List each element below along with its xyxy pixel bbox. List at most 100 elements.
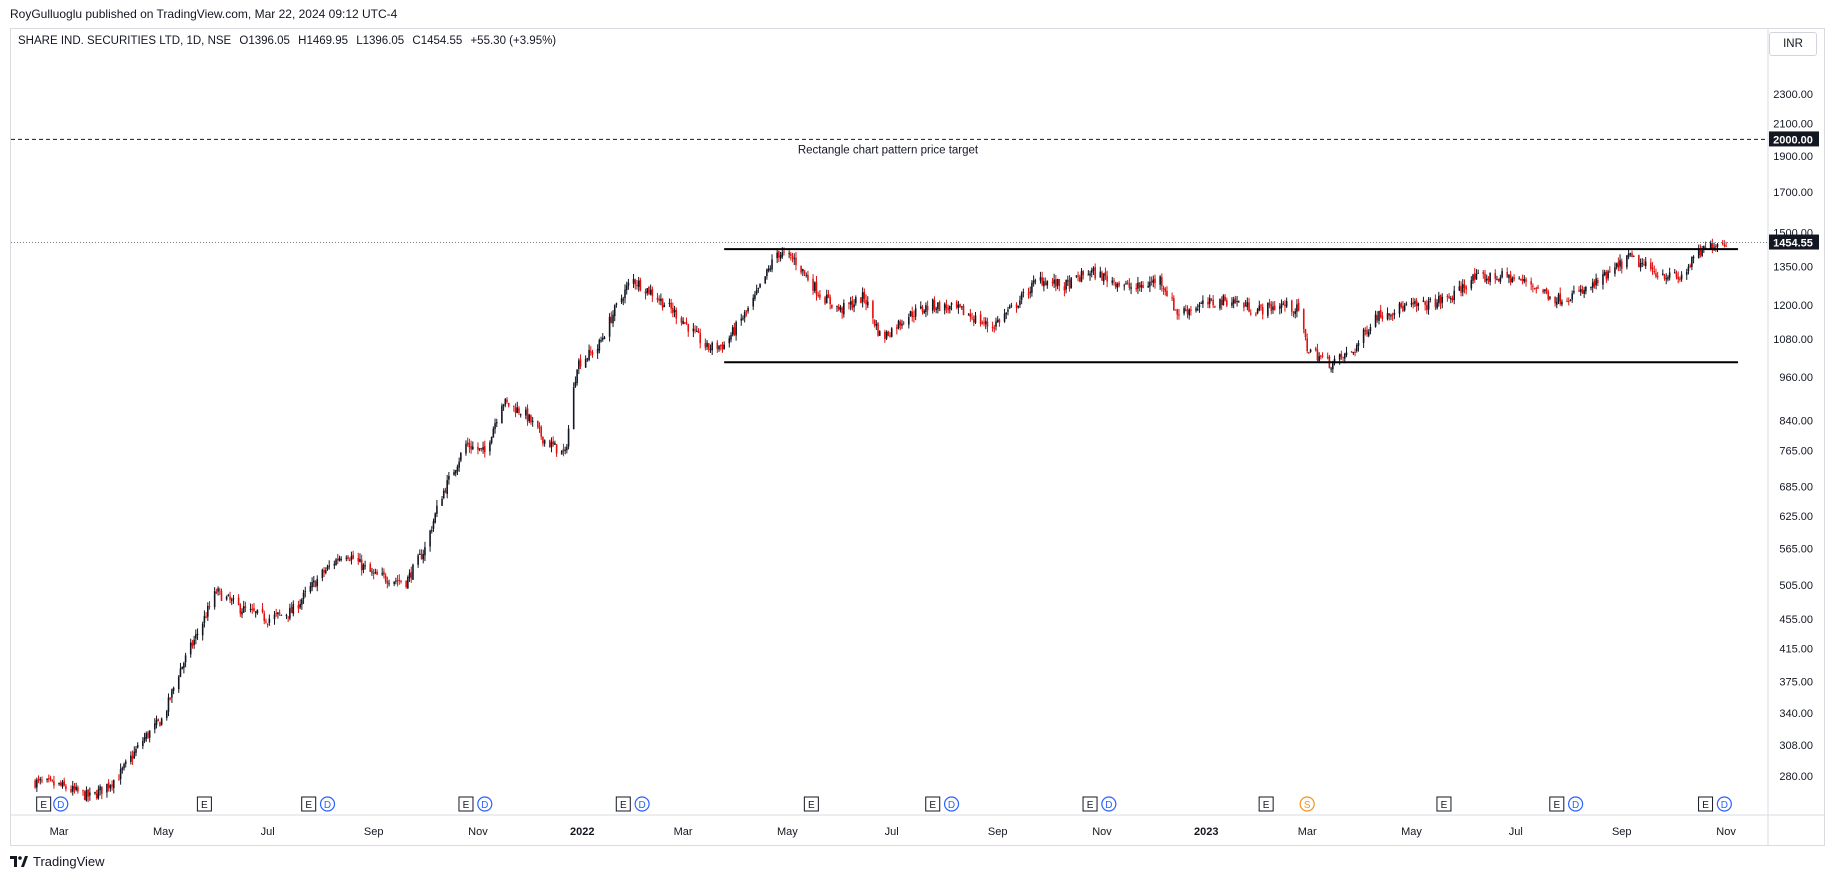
candle-body (1244, 305, 1247, 307)
dividend-marker-icon[interactable] (1716, 796, 1732, 812)
candle-body (949, 305, 951, 310)
candle-body (142, 741, 144, 747)
candle-body (442, 490, 445, 498)
candle-body (1602, 273, 1604, 285)
candle-body (661, 298, 664, 308)
dividend-marker-icon[interactable] (319, 796, 336, 812)
target-annotation-label[interactable]: Rectangle chart pattern price target (798, 144, 979, 156)
candle-body (1051, 281, 1054, 283)
candle-body (819, 294, 821, 298)
candle-body (73, 785, 76, 790)
dividend-marker-icon[interactable] (1101, 796, 1117, 812)
candle-body (1149, 282, 1151, 287)
earnings-marker-icon[interactable] (615, 796, 631, 812)
dividend-marker-icon[interactable] (53, 796, 69, 812)
candle-body (723, 344, 725, 350)
candle-body (697, 331, 700, 333)
candle-body (1453, 290, 1456, 300)
dividend-marker-letter: D (481, 800, 488, 811)
candle-body (432, 521, 435, 529)
earnings-marker-icon[interactable] (1436, 796, 1452, 812)
candle-body (866, 301, 869, 306)
candle-body (1034, 280, 1037, 282)
candle-body (1198, 305, 1201, 308)
dividend-marker-icon[interactable] (943, 796, 960, 812)
candle-body (680, 317, 683, 323)
currency-button[interactable]: INR (1769, 32, 1817, 56)
drawing-levels[interactable]: Rectangle chart pattern price target (11, 138, 1768, 364)
candle-body (1651, 267, 1654, 270)
candle-body (1704, 247, 1707, 249)
ohlc-open: O1396.05 (239, 35, 290, 47)
candle-body (155, 720, 158, 725)
dividend-marker-icon[interactable] (634, 796, 650, 812)
candle-body (1448, 296, 1450, 299)
candle-body (950, 303, 953, 305)
candle-body (526, 408, 529, 422)
candle-body (1494, 272, 1497, 279)
candle-body (536, 420, 539, 428)
tradingview-logo-icon (10, 856, 28, 867)
earnings-marker-icon[interactable] (1698, 796, 1714, 812)
dividend-marker-letter: D (948, 800, 955, 811)
candle-body (1140, 285, 1143, 288)
candle-body (309, 586, 312, 592)
candle-body (684, 322, 686, 324)
candle-body (687, 324, 690, 332)
candle-body (921, 306, 924, 312)
candle-body (1663, 275, 1666, 279)
earnings-marker-icon[interactable] (1549, 796, 1565, 812)
candle-body (1154, 278, 1156, 284)
chart-frame (10, 28, 1825, 846)
earnings-marker-icon[interactable] (1258, 796, 1274, 812)
earnings-marker-icon[interactable] (196, 796, 212, 812)
candle-body (297, 605, 300, 609)
ohlc-close: C1454.55 (412, 35, 463, 47)
candle-body (41, 780, 43, 782)
candle-body (613, 305, 616, 317)
candle-body (1345, 352, 1348, 355)
candle-body (1055, 279, 1057, 287)
time-axis[interactable]: Mar May Jul Sep Nov 2022 Mar May Jul Sep Nov 2023 Ma… (50, 826, 1737, 838)
candle-body (937, 302, 939, 309)
dividend-marker-icon[interactable] (477, 796, 493, 812)
earnings-marker-icon[interactable] (36, 796, 52, 812)
candle-body (1441, 296, 1444, 303)
candle-body (1675, 273, 1678, 278)
candle-body (1497, 278, 1500, 281)
candle-body (169, 697, 171, 700)
candle-body (909, 310, 912, 317)
candle-body (1053, 279, 1055, 284)
dividend-marker-icon[interactable] (1568, 796, 1584, 812)
split-marker-icon[interactable] (1299, 796, 1315, 812)
price-axis[interactable]: 2300.002100.001900.001700.001500.001350.… (1769, 89, 1819, 783)
candle-body (454, 470, 457, 474)
candle-body (1147, 285, 1149, 288)
candle-body (89, 792, 91, 796)
candle-body (1463, 284, 1466, 288)
candle-body (884, 331, 886, 339)
earnings-marker-icon[interactable] (925, 796, 941, 812)
candle-body (1489, 272, 1491, 282)
candle-body (1461, 284, 1464, 293)
candle-body (919, 306, 922, 309)
symbol-title[interactable]: SHARE IND. SECURITIES LTD, 1D, NSE (18, 35, 232, 47)
earnings-marker-icon[interactable] (803, 796, 819, 812)
candle-body (1725, 245, 1727, 247)
candle-body (51, 780, 54, 782)
candle-body (1032, 280, 1035, 284)
candle-body (1174, 309, 1177, 311)
candle-body (554, 442, 556, 445)
candle-body (446, 480, 448, 495)
candle-body (1412, 302, 1414, 305)
candle-body (788, 253, 790, 255)
candle-body (1638, 255, 1640, 268)
candle-body (1578, 290, 1580, 292)
earnings-marker-icon[interactable] (458, 796, 474, 812)
earnings-marker-icon[interactable] (1082, 796, 1098, 812)
earnings-marker-icon[interactable] (301, 796, 317, 812)
candle-body (1547, 291, 1550, 300)
candle-body (83, 791, 86, 800)
